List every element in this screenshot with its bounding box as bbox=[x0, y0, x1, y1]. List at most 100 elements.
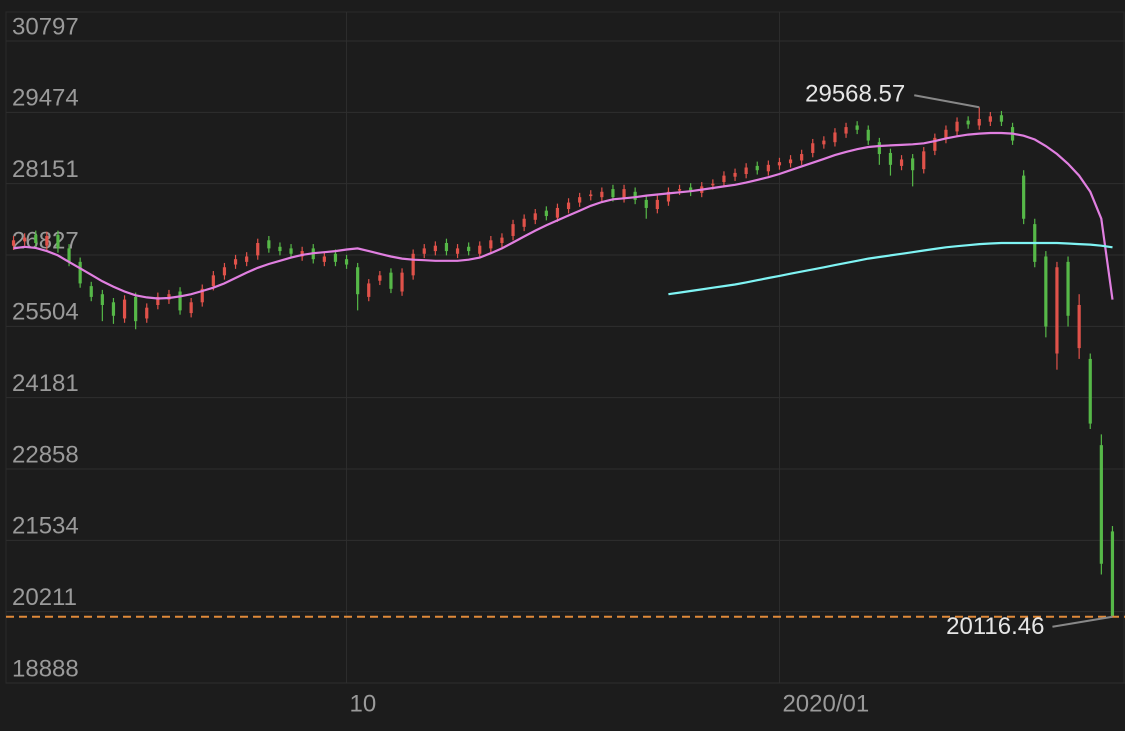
y-tick-label: 22858 bbox=[12, 441, 79, 468]
candle-body bbox=[511, 224, 515, 236]
candle-body bbox=[1077, 304, 1081, 349]
y-tick-label: 25504 bbox=[12, 299, 79, 326]
candle-body bbox=[222, 267, 227, 276]
candle-body bbox=[178, 291, 182, 311]
low-annotation: 20116.46 bbox=[946, 613, 1044, 640]
candle-body bbox=[811, 143, 815, 153]
candle-body bbox=[766, 164, 770, 172]
candle-body bbox=[11, 240, 16, 246]
candle-body bbox=[233, 259, 238, 265]
y-tick-label: 21534 bbox=[12, 513, 79, 540]
candle-body bbox=[899, 159, 904, 166]
candle-body bbox=[378, 275, 382, 281]
candle-body bbox=[411, 253, 415, 276]
x-tick-label: 2020/01 bbox=[782, 690, 869, 717]
candle-body bbox=[666, 191, 671, 202]
candle-body bbox=[78, 261, 82, 284]
candle-body bbox=[400, 272, 404, 292]
candle-body bbox=[245, 256, 249, 262]
candle-body bbox=[988, 116, 992, 122]
candle-body bbox=[467, 246, 471, 252]
candle-body bbox=[1044, 256, 1048, 327]
candle-body bbox=[955, 121, 959, 132]
candle-body bbox=[344, 259, 349, 265]
candle-body bbox=[744, 167, 748, 174]
candle-body bbox=[134, 296, 138, 322]
candle-body bbox=[711, 183, 715, 186]
candle-body bbox=[100, 294, 104, 305]
candle-body bbox=[800, 154, 804, 161]
candle-body bbox=[888, 152, 893, 165]
candle-body bbox=[600, 191, 604, 198]
candle-body bbox=[322, 256, 326, 262]
y-tick-label: 28151 bbox=[12, 156, 79, 183]
candle-body bbox=[444, 242, 449, 252]
candle-body bbox=[966, 120, 970, 125]
low-leader bbox=[1052, 615, 1113, 628]
candle-body bbox=[644, 199, 648, 208]
candle-body bbox=[1110, 531, 1115, 617]
y-tick-label: 24181 bbox=[12, 370, 79, 397]
moving-average-line bbox=[13, 131, 1114, 300]
candle-body bbox=[67, 248, 71, 262]
candle-body bbox=[111, 302, 116, 316]
candle-body bbox=[211, 275, 215, 287]
candle-body bbox=[911, 158, 915, 171]
candle-body bbox=[1088, 358, 1092, 424]
candle-body bbox=[944, 129, 948, 139]
candle-body bbox=[455, 248, 460, 254]
candle-body bbox=[544, 210, 548, 217]
candle-body bbox=[622, 189, 626, 199]
candle-body bbox=[278, 246, 282, 252]
candle-body bbox=[34, 234, 38, 243]
candle-body bbox=[23, 237, 27, 242]
candle-body bbox=[1099, 445, 1103, 564]
candle-body bbox=[922, 151, 926, 170]
candle-body bbox=[533, 213, 537, 220]
candle-body bbox=[333, 253, 338, 262]
candle-body bbox=[1066, 261, 1070, 316]
candle-body bbox=[489, 240, 493, 249]
candle-body bbox=[356, 267, 360, 295]
candle-body bbox=[566, 202, 571, 210]
candle-body bbox=[866, 129, 870, 141]
candle-body bbox=[733, 172, 737, 177]
candle-body bbox=[433, 245, 437, 252]
candle-body bbox=[189, 302, 193, 314]
candle-body bbox=[677, 189, 682, 191]
candle-body bbox=[555, 207, 560, 218]
moving-average-line bbox=[668, 241, 1113, 296]
candle-body bbox=[422, 248, 426, 254]
candle-body bbox=[500, 237, 504, 243]
candle-body bbox=[522, 218, 526, 227]
candle-body bbox=[256, 242, 260, 256]
candle-body bbox=[367, 283, 371, 297]
high-annotation: 29568.57 bbox=[805, 81, 905, 108]
candle-body bbox=[267, 240, 271, 249]
candle-body bbox=[45, 235, 49, 246]
candle-body bbox=[977, 119, 981, 126]
candle-body bbox=[777, 162, 782, 166]
candle-body bbox=[689, 187, 693, 192]
y-tick-label: 30797 bbox=[12, 13, 79, 40]
candle-body bbox=[788, 159, 793, 164]
candle-body bbox=[56, 234, 60, 249]
candle-body bbox=[1055, 267, 1059, 354]
x-tick-label: 10 bbox=[350, 690, 377, 717]
candle-body bbox=[389, 272, 393, 289]
high-leader bbox=[914, 94, 980, 109]
candle-body bbox=[578, 197, 582, 203]
candle-body bbox=[855, 125, 859, 130]
candle-body bbox=[289, 248, 293, 254]
y-tick-label: 18888 bbox=[12, 655, 79, 682]
candle-body bbox=[1022, 175, 1026, 219]
candle-body bbox=[833, 132, 837, 143]
candle-body bbox=[844, 127, 848, 134]
candle-body bbox=[89, 286, 93, 297]
candle-body bbox=[933, 137, 937, 151]
candle-body bbox=[722, 175, 726, 183]
candle-body bbox=[145, 307, 149, 319]
candle-body bbox=[611, 189, 615, 198]
